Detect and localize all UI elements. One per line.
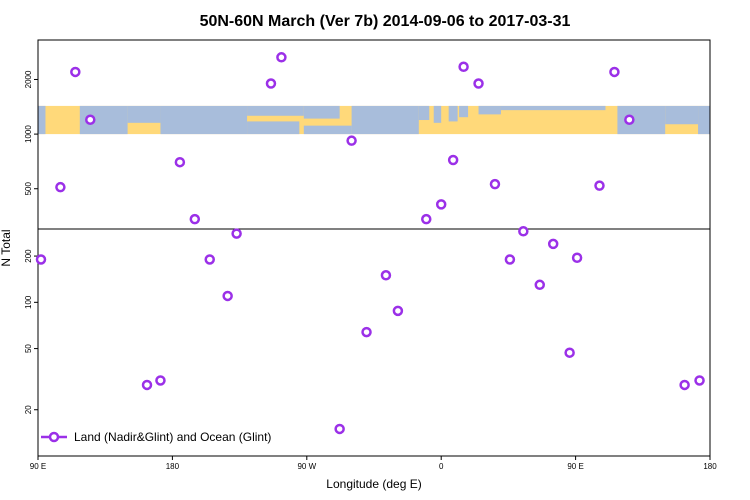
y-tick-label: 1000 (24, 125, 33, 143)
map-ocean-14 (500, 105, 606, 111)
x-tick-label: 90 E (30, 462, 46, 471)
data-point (609, 66, 620, 78)
map-ocean-16 (665, 105, 699, 125)
data-point (694, 375, 705, 386)
data-point (222, 290, 233, 302)
data-point (55, 181, 66, 193)
map-ocean-17 (698, 105, 710, 135)
y-tick-label: 100 (24, 295, 33, 309)
y-tick-label: 50 (24, 344, 33, 353)
x-axis: 90 E 180 90 W 0 90 E 180 (30, 456, 717, 471)
data-point (594, 180, 605, 191)
data-point (361, 326, 372, 338)
map-ocean-9 (418, 105, 430, 121)
x-tick-label: 180 (703, 462, 717, 471)
chart-title: 50N-60N March (Ver 7b) 2014-09-06 to 201… (200, 13, 571, 30)
map-ocean-5 (247, 121, 300, 135)
data-point (518, 226, 529, 237)
map-ocean-13 (478, 105, 501, 115)
data-point (473, 78, 484, 89)
data-point (189, 213, 201, 225)
map-ocean-2 (127, 105, 161, 123)
x-tick-label: 0 (439, 462, 444, 471)
data-point (547, 238, 559, 250)
data-point (155, 375, 166, 386)
data-point (380, 270, 392, 281)
legend: Land (Nadir&Glint) and Ocean (Glint) (41, 430, 271, 444)
data-point (564, 347, 575, 358)
data-point (174, 156, 186, 168)
data-point (489, 178, 501, 190)
y-tick-label: 500 (24, 182, 33, 196)
map-ocean-8 (351, 105, 419, 135)
map-ocean-10 (433, 105, 442, 123)
data-point (141, 379, 153, 391)
y-tick-label: 20 (24, 405, 33, 414)
data-point (231, 228, 242, 239)
x-tick-label: 90 E (567, 462, 583, 471)
data-point (35, 254, 47, 265)
map-ocean-0 (38, 105, 46, 135)
x-tick-label: 90 W (297, 462, 316, 471)
data-point (447, 154, 459, 166)
data-point (265, 78, 277, 89)
data-points (35, 52, 705, 435)
data-point (504, 254, 516, 265)
legend-marker (48, 431, 60, 443)
map-ocean-3 (160, 105, 248, 135)
data-point (346, 135, 357, 146)
data-point (679, 379, 690, 391)
plot-frame (37, 39, 711, 457)
y-tick-label: 2000 (24, 70, 33, 88)
y-tick-label: 200 (24, 249, 33, 263)
data-point (204, 254, 215, 265)
x-axis-label: Longitude (deg E) (326, 477, 421, 491)
x-tick-label: 180 (166, 462, 180, 471)
data-point (458, 61, 469, 73)
map-ocean-12 (459, 105, 469, 118)
data-point (435, 199, 447, 210)
data-point (534, 279, 546, 291)
data-point (392, 305, 404, 317)
data-point (70, 66, 81, 78)
data-point (85, 114, 96, 125)
map-ocean-11 (448, 105, 458, 122)
y-axis-label: N Total (0, 229, 13, 266)
map-band (38, 105, 710, 135)
map-ocean-4 (247, 105, 304, 116)
map-ocean-6 (303, 105, 340, 119)
data-point (571, 252, 583, 264)
data-point (334, 423, 345, 435)
data-point (624, 114, 635, 125)
y-axis: 20 50 100 200 500 1000 2000 (24, 70, 38, 414)
data-point (421, 213, 432, 225)
map-ocean-7 (303, 125, 352, 135)
legend-label: Land (Nadir&Glint) and Ocean (Glint) (74, 430, 271, 444)
data-point (276, 52, 287, 63)
